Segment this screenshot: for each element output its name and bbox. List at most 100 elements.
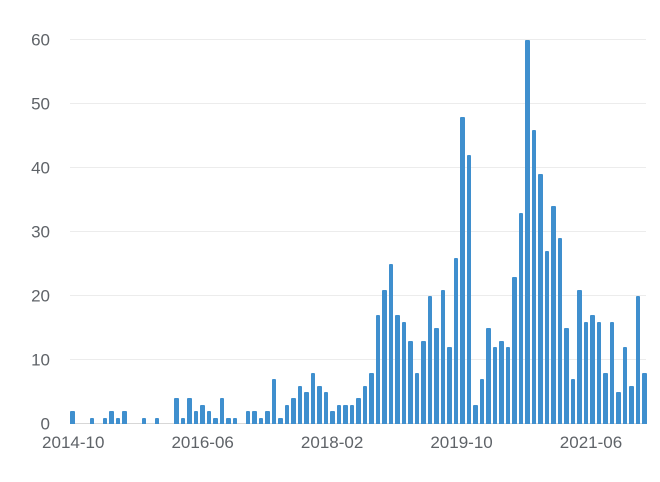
- bar: [317, 385, 322, 424]
- bar: [271, 379, 276, 424]
- bar: [408, 340, 413, 424]
- bar: [349, 404, 354, 424]
- gridline: [70, 167, 646, 168]
- bar: [447, 347, 452, 424]
- bar: [551, 206, 556, 424]
- bar: [538, 174, 543, 424]
- bar: [297, 385, 302, 424]
- bar: [473, 404, 478, 424]
- y-tick-label: 10: [31, 350, 50, 370]
- bar: [622, 347, 627, 424]
- bar: [154, 417, 159, 424]
- bar: [226, 417, 231, 424]
- bar: [375, 315, 380, 424]
- bar: [531, 129, 536, 424]
- bar: [193, 411, 198, 424]
- bar: [70, 411, 75, 424]
- bar: [219, 398, 224, 424]
- gridline: [70, 359, 646, 360]
- bar: [284, 404, 289, 424]
- bar: [265, 411, 270, 424]
- bar: [525, 40, 530, 424]
- gridline: [70, 231, 646, 232]
- bar: [512, 276, 517, 424]
- plot-area: 2014-10 2016-06 2018-02 2019-10 2021-06: [42, 39, 647, 451]
- bar: [388, 264, 393, 424]
- bar: [596, 321, 601, 424]
- bar: [557, 238, 562, 424]
- bar: [603, 372, 608, 424]
- bar: [421, 340, 426, 424]
- bar: [232, 417, 237, 424]
- y-tick-label: 50: [31, 94, 50, 114]
- bar: [440, 289, 445, 424]
- bar: [499, 340, 504, 424]
- x-axis: 2014-10 2016-06 2018-02 2019-10 2021-06: [42, 424, 646, 464]
- bars: [70, 40, 647, 424]
- x-tick-label: 2016-06: [171, 433, 234, 452]
- bar: [427, 296, 432, 424]
- bar: [401, 321, 406, 424]
- bar: [213, 417, 218, 424]
- bar: [544, 251, 549, 424]
- x-tick-label: 2021-06: [559, 433, 623, 452]
- y-tick-label: 60: [31, 30, 50, 50]
- bar: [577, 289, 582, 424]
- bar: [174, 398, 179, 424]
- bar: [310, 372, 315, 424]
- bar: [200, 404, 205, 424]
- bar: [570, 379, 575, 424]
- bar: [330, 411, 335, 424]
- bar: [616, 392, 621, 424]
- bar: [466, 155, 471, 424]
- bar: [479, 379, 484, 424]
- bar: [206, 411, 211, 424]
- bar: [122, 411, 127, 424]
- bar: [356, 398, 361, 424]
- y-tick-label: 40: [31, 158, 50, 178]
- y-tick-label: 0: [40, 414, 50, 434]
- bar: [343, 404, 348, 424]
- bar: [141, 417, 146, 424]
- bar: [382, 289, 387, 424]
- bar: [453, 257, 458, 424]
- bar: [505, 347, 510, 424]
- bar: [642, 372, 647, 424]
- bar: [115, 417, 120, 424]
- bar: [258, 417, 263, 424]
- y-axis: 0 10 20 30 40 50 60: [0, 32, 58, 433]
- bar: [518, 212, 523, 424]
- bar: [460, 116, 465, 424]
- bar: [492, 347, 497, 424]
- bar: [414, 372, 419, 424]
- bar: [89, 417, 94, 424]
- bar: [434, 328, 439, 424]
- bar: [291, 398, 296, 424]
- x-tick-label: 2018-02: [300, 433, 364, 452]
- bar: [323, 392, 328, 424]
- bar: [252, 411, 257, 424]
- bar: [564, 328, 569, 424]
- bar: [369, 372, 374, 424]
- y-tick-label: 20: [31, 286, 50, 306]
- bar: [362, 385, 367, 424]
- bar: [180, 417, 185, 424]
- bar: [336, 404, 341, 424]
- bar: [109, 411, 114, 424]
- bar: [590, 315, 595, 424]
- bar: [187, 398, 192, 424]
- bar: [395, 315, 400, 424]
- y-tick-label: 30: [31, 222, 50, 242]
- bar: [486, 328, 491, 424]
- bar: [583, 321, 588, 424]
- gridline: [70, 39, 646, 40]
- bar: [245, 411, 250, 424]
- bar: [278, 417, 283, 424]
- x-tick-label: 2019-10: [430, 433, 493, 452]
- bar: [609, 321, 614, 424]
- bar: [635, 296, 640, 424]
- bar: [102, 417, 107, 424]
- bar: [629, 385, 634, 424]
- x-tick-label: 2014-10: [42, 433, 105, 452]
